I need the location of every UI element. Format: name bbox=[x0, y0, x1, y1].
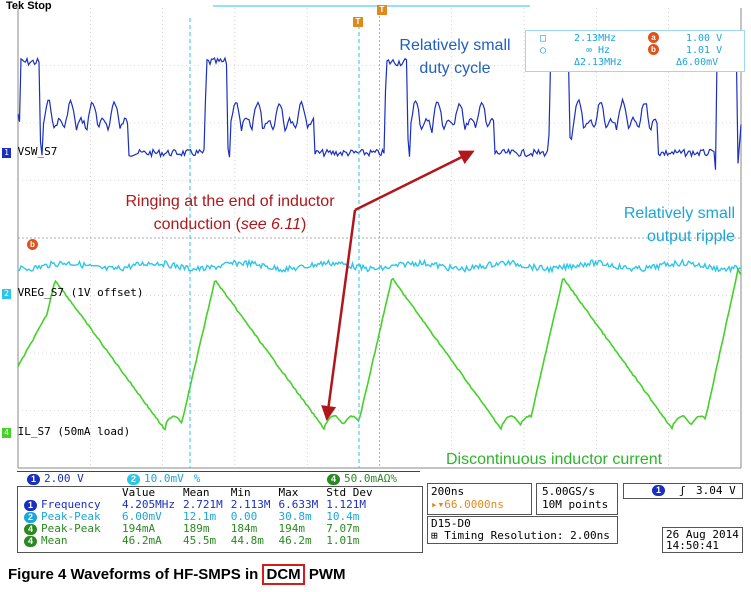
measurement-row: 4 Peak-Peak 194mA 189m 184m 194m 7.07m bbox=[20, 523, 377, 535]
sample-rate: 5.00GS/s bbox=[542, 485, 595, 498]
measurement-value: 6.00mV bbox=[122, 510, 162, 523]
ch4-scale-icon: 4 bbox=[327, 474, 340, 485]
ripple-annotation: Relatively small output ripple bbox=[623, 205, 735, 245]
digital-box[interactable]: D15-D0 ⊞ Timing Resolution: 2.00ns bbox=[427, 516, 618, 544]
measurement-min: 184m bbox=[230, 522, 258, 535]
cursor-box-icon: □ bbox=[540, 33, 547, 44]
dcm-highlight: DCM bbox=[262, 564, 305, 585]
trigger-level: 3.04 V bbox=[696, 484, 736, 497]
delay-icon: ▸▾ bbox=[431, 498, 445, 511]
ch4-marker-icon: 4 bbox=[2, 428, 11, 438]
measurement-channel-icon: 2 bbox=[24, 512, 37, 523]
ch4-scale[interactable]: 4 50.0mAΩ% bbox=[327, 472, 397, 485]
date: 26 Aug 2014 bbox=[666, 528, 739, 541]
measurement-row: 1 Frequency 4.205MHz 2.721M 2.113M 6.633M 1.12… bbox=[20, 499, 377, 511]
trigger-source-icon: 1 bbox=[652, 485, 665, 496]
measurement-table: Value Mean Min Max Std Dev 1 Frequency 4.2… bbox=[17, 486, 423, 553]
ch1-scale[interactable]: 1 2.00 V bbox=[27, 472, 84, 485]
duty-cycle-annotation: Relatively small duty cycle bbox=[399, 37, 511, 77]
timing-resolution: Timing Resolution: 2.00ns bbox=[444, 529, 610, 542]
ch4-label: 4 IL_S7 (50mA load) bbox=[2, 425, 130, 438]
measurement-std: 1.01m bbox=[326, 534, 360, 547]
ch1-label: 1 VSW_S7 bbox=[2, 145, 57, 158]
measurement-channel-icon: 1 bbox=[24, 500, 37, 511]
cursor-b-icon: b bbox=[648, 44, 659, 55]
trigger-point-icon[interactable]: T bbox=[377, 5, 387, 15]
measurement-mean: 12.1m bbox=[182, 510, 217, 523]
measurement-min: 44.8m bbox=[230, 534, 264, 547]
timebase-box[interactable]: 200ns ▸▾66.0000ns bbox=[427, 483, 532, 515]
waveform-display bbox=[17, 5, 742, 469]
measurement-std: 7.07m bbox=[326, 522, 360, 535]
record-length: 10M points bbox=[542, 498, 609, 511]
measurement-max: 30.8m bbox=[278, 510, 312, 523]
datetime-box: 26 Aug 2014 14:50:41 bbox=[662, 527, 743, 553]
dcm-current-annotation: Discontinuous inductor current bbox=[446, 451, 663, 468]
ringing-annotation: Ringing at the end of inductor conductio… bbox=[125, 193, 335, 233]
cursor-row2-time: ∞ Hz bbox=[586, 45, 611, 56]
trigger-position-icon[interactable]: T bbox=[353, 17, 363, 27]
measurement-header-row: Value Mean Min Max Std Dev bbox=[122, 486, 373, 499]
measurement-value: 46.2mA bbox=[122, 534, 162, 547]
trigger-delay: 66.0000ns bbox=[444, 498, 504, 511]
channel-scale-bar: 1 2.00 V 2 10.0mV% 4 50.0mAΩ% bbox=[17, 471, 420, 485]
measurement-std: 1.121M bbox=[326, 498, 366, 511]
measurement-value: 194mA bbox=[122, 522, 156, 535]
cursor-row1-volt: 1.00 V bbox=[686, 33, 723, 44]
scope-header: Tek Stop bbox=[6, 0, 52, 12]
cursor-lines bbox=[189, 18, 360, 468]
time: 14:50:41 bbox=[666, 539, 719, 552]
cursor-row3-time: Δ2.13MHz bbox=[574, 57, 623, 68]
measurement-min: 0.00 bbox=[230, 510, 258, 523]
cursor-row2-volt: 1.01 V bbox=[686, 45, 723, 56]
measurement-channel-icon: 4 bbox=[24, 536, 37, 547]
scope-graticule bbox=[17, 8, 742, 469]
ch2-marker-icon: 2 bbox=[2, 289, 11, 299]
ch1-scale-icon: 1 bbox=[27, 474, 40, 485]
inductor-current-trace bbox=[17, 266, 742, 431]
vreg-trace bbox=[17, 258, 742, 275]
digital-channels: D15-D0 bbox=[431, 517, 471, 530]
sample-rate-box[interactable]: 5.00GS/s 10M points bbox=[536, 483, 618, 515]
measurement-min: 2.113M bbox=[230, 498, 271, 511]
measurement-row: 4 Mean 46.2mA 45.5m 44.8m 46.2m 1.01m bbox=[20, 535, 377, 547]
ch2-scale-icon: 2 bbox=[127, 474, 140, 485]
measurement-max: 6.633M bbox=[278, 498, 319, 511]
ch1-marker-icon: 1 bbox=[2, 148, 11, 158]
measurement-value: 4.205MHz bbox=[122, 498, 175, 511]
time-per-div: 200ns bbox=[431, 485, 465, 498]
measurement-std: 10.4m bbox=[326, 510, 360, 523]
trigger-box[interactable]: 1 ʃ 3.04 V bbox=[623, 483, 743, 499]
brand-logo: Tek bbox=[6, 0, 25, 12]
cursor-readout: □ 2.13MHz a 1.00 V ○ ∞ Hz b 1.01 V Δ2.13… bbox=[525, 30, 745, 72]
resolution-icon: ⊞ bbox=[431, 529, 445, 542]
ch2-label: 2 VREG_S7 (1V offset) bbox=[2, 286, 143, 299]
measurement-channel-icon: 4 bbox=[24, 524, 37, 535]
acquisition-status: Stop bbox=[27, 0, 52, 12]
vsw-trace bbox=[17, 56, 742, 170]
measurement-mean: 189m bbox=[182, 522, 210, 535]
cursor-row1-time: 2.13MHz bbox=[574, 33, 617, 44]
measurement-mean: 45.5m bbox=[182, 534, 217, 547]
measurement-max: 46.2m bbox=[278, 534, 312, 547]
figure-caption: Figure 4 Waveforms of HF-SMPS in DCM PWM bbox=[8, 564, 346, 585]
ringing-arrows bbox=[321, 150, 475, 421]
measurement-max: 194m bbox=[278, 522, 305, 535]
measurement-row: 2 Peak-Peak 6.00mV 12.1m 0.00 30.8m 10.4m bbox=[20, 511, 377, 523]
trigger-slope-icon: ʃ bbox=[679, 484, 686, 497]
cursor-a-icon: a bbox=[648, 32, 659, 43]
cursor-circle-icon: ○ bbox=[540, 45, 547, 56]
ch2-scale[interactable]: 2 10.0mV% bbox=[127, 472, 200, 485]
measurement-mean: 2.721M bbox=[182, 498, 223, 511]
cursor-b-marker-icon[interactable]: b bbox=[27, 239, 38, 250]
cursor-row3-volt: Δ6.00mV bbox=[676, 57, 719, 68]
